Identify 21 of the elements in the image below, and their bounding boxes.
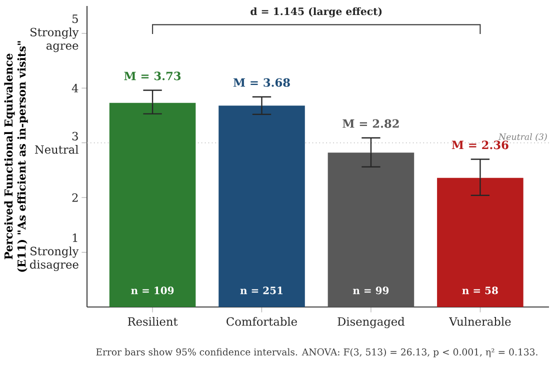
y-axis-title: Perceived Functional Equivalence (E11) "As efficient as in-person visits" [4, 41, 28, 272]
data-label: M = 2.36 [452, 140, 508, 150]
x-tick-label: Vulnerable [449, 317, 511, 326]
annotation: n = 99 [353, 286, 389, 294]
y-tick-label: 4 [72, 84, 78, 92]
data-label: M = 3.73 [124, 72, 181, 80]
x-tick-label: Disengaged [338, 317, 405, 328]
x-tick-label: Comfortable [226, 317, 297, 326]
y-tick-label: 1 Strongly disagree [30, 233, 79, 272]
y-tick-label: 5 Strongly agree [30, 14, 79, 52]
y-tick-label: 3 Neutral [35, 132, 78, 154]
ref-line-label: Neutral (3) [498, 133, 547, 142]
data-label: M = 3.68 [233, 78, 290, 87]
annotation: n = 251 [240, 286, 282, 294]
annotation: d = 1.145 (large effect) [250, 7, 382, 18]
text: Error bars show 95% confidence intervals. ANOVA: F(3, 513) = 26.13, p < 0.001, η² = 0.133. [96, 348, 538, 358]
data-label: M = 2.82 [342, 119, 399, 128]
annotation: n = 109 [131, 286, 174, 294]
x-tick-label: Resilient [128, 317, 178, 326]
annotation: n = 58 [462, 286, 498, 294]
y-tick-label: 2 [72, 193, 78, 202]
